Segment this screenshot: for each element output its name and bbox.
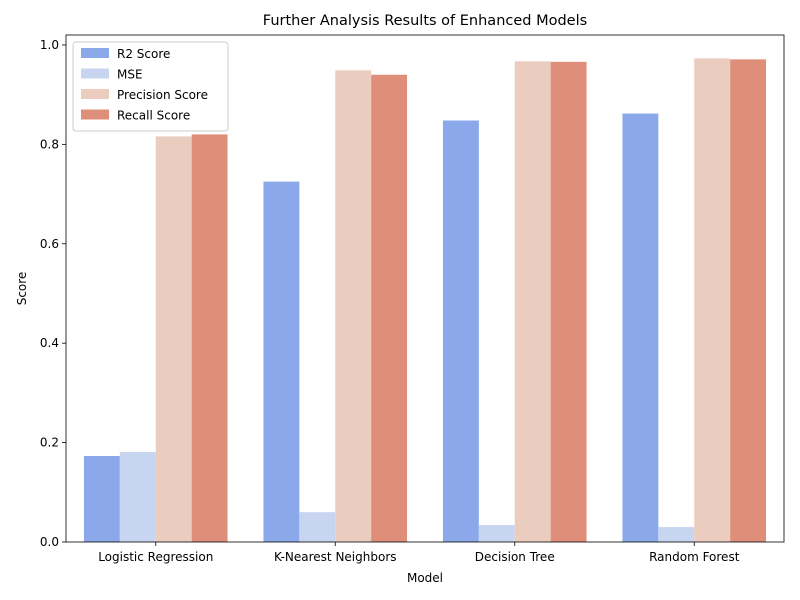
x-axis-ticks: Logistic Regression K-Nearest Neighbors De…: [98, 542, 740, 564]
y-tick-label-2: 0.4: [40, 336, 59, 350]
y-tick-label-5: 1.0: [40, 38, 59, 52]
bar-s2-c2: [514, 61, 551, 543]
legend-label-0: R2 Score: [117, 47, 170, 61]
y-axis-label: Score: [15, 272, 29, 306]
legend-label-2: Precision Score: [117, 88, 208, 102]
y-tick-label-3: 0.6: [40, 237, 59, 251]
bar-s1-c3: [658, 527, 695, 542]
legend-swatch-2: [81, 89, 109, 99]
legend-swatch-0: [81, 48, 109, 58]
legend-swatch-3: [81, 109, 109, 120]
bar-s1-c2: [478, 525, 515, 542]
x-tick-label-0: Logistic Regression: [98, 550, 213, 564]
bar-s0-c1: [263, 181, 300, 542]
bar-s2-c3: [694, 58, 731, 543]
legend: R2 Score MSE Precision Score Recall Score: [72, 41, 229, 132]
x-tick-label-3: Random Forest: [649, 550, 740, 564]
plot-frame: [65, 34, 785, 543]
bar-s2-c1: [335, 70, 372, 542]
legend-label-1: MSE: [117, 68, 143, 82]
bar-s3-c2: [550, 61, 587, 543]
x-tick-label-2: Decision Tree: [475, 550, 555, 564]
y-tick-label-0: 0.0: [40, 535, 59, 549]
bar-s0-c2: [442, 120, 479, 543]
bar-s1-c0: [119, 452, 156, 542]
x-tick-label-1: K-Nearest Neighbors: [274, 550, 397, 564]
legend-box: [72, 41, 229, 132]
y-tick-label-4: 0.8: [40, 137, 59, 151]
y-axis-ticks: 0.0 0.2 0.4 0.6 0.8 1.0: [40, 38, 66, 549]
chart-title: Further Analysis Results of Enhanced Mod…: [263, 13, 587, 29]
bar-s3-c0: [191, 134, 228, 542]
legend-label-3: Recall Score: [117, 109, 190, 123]
y-tick-label-1: 0.2: [40, 436, 59, 450]
bar-s1-c1: [299, 512, 336, 542]
bar-s0-c3: [622, 113, 659, 542]
x-axis-label: Model: [407, 571, 443, 585]
legend-swatch-1: [81, 68, 109, 79]
bar-s2-c0: [155, 136, 192, 542]
bar-s3-c3: [730, 59, 767, 543]
bar-s0-c0: [83, 456, 120, 542]
bar-s3-c1: [371, 74, 408, 542]
bars-group: [83, 58, 767, 543]
